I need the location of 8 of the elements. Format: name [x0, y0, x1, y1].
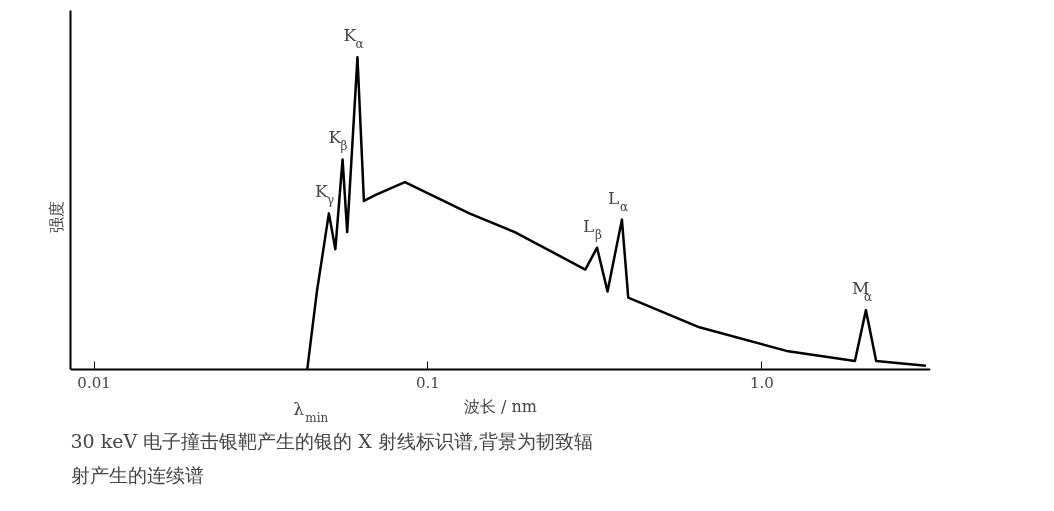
annotation: Mα — [851, 278, 873, 305]
text: 30 keV 电子撞击银靶产生的银的 X 射线标识谱,背景为韧致辐 — [70, 429, 593, 452]
x-tick-label: 0.01 — [77, 374, 111, 393]
x-tick-label: 0.1 — [416, 374, 440, 393]
x-tick-label: 1.0 — [749, 374, 774, 393]
y-axis-title: 强度 — [46, 200, 66, 233]
x-axis-title: 波长 / nm — [463, 396, 538, 416]
text: 射产生的连续谱 — [70, 463, 204, 486]
